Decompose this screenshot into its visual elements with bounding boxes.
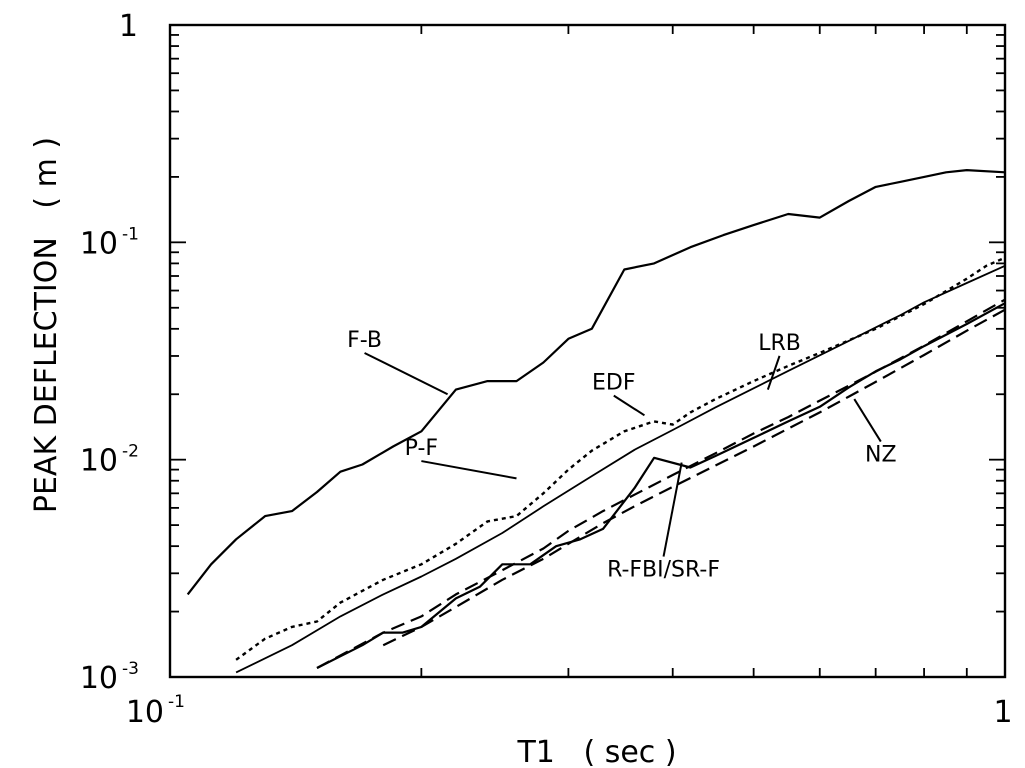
x-tick-exponent: -1 [168, 692, 185, 712]
x-tick-label: 1 [993, 695, 1012, 730]
plot-border [168, 23, 1007, 679]
x-tick-base: 1 [993, 695, 1012, 730]
series-line-r-fbi-sr-f [316, 302, 1006, 669]
label-f-b: F-B [347, 328, 382, 353]
axis-ticks [169, 25, 1005, 678]
x-tick-base: 10 [126, 695, 164, 730]
series-line-p-f [235, 264, 1006, 674]
y-tick-label: 1 [119, 9, 138, 44]
y-tick-base: 10 [80, 444, 118, 479]
leader-nz [853, 398, 882, 443]
label-lrb: LRB [758, 331, 801, 356]
y-tick-base: 1 [119, 9, 138, 44]
leader-f-b [364, 352, 449, 396]
label-nz: NZ [865, 443, 897, 468]
series-group [186, 169, 1006, 674]
y-tick-label: 10 -1 [80, 224, 139, 261]
leader-p-f [421, 460, 517, 480]
series-line-f-b [186, 169, 1006, 596]
y-tick-label: 10 -3 [80, 659, 139, 696]
x-axis-title: T1 ( sec ) [516, 735, 676, 768]
series-line-nz [382, 308, 1006, 647]
y-tick-exponent: -3 [122, 659, 139, 679]
y-axis-title: PEAK DEFLECTION ( m ) [29, 137, 64, 513]
plot-frame [168, 23, 1007, 679]
y-tick-label: 10 -2 [80, 442, 139, 479]
series-line-lrb [316, 298, 1006, 669]
label-p-f: P-F [405, 436, 438, 461]
y-tick-base: 10 [80, 661, 118, 696]
label-r-fbi-sr-f: R-FBI/SR-F [607, 558, 720, 583]
y-tick-exponent: -1 [122, 224, 139, 244]
annotations: F-B EDF LRB P-F NZ R-FBI/SR-F [347, 328, 896, 583]
label-edf: EDF [592, 371, 636, 396]
leader-lrb [766, 355, 781, 390]
leader-r-fbi-sr-f [662, 462, 683, 557]
x-tick-label: 10 -1 [126, 692, 185, 730]
y-tick-base: 10 [80, 226, 118, 261]
y-tick-exponent: -2 [122, 442, 139, 462]
leader-edf [613, 394, 645, 417]
